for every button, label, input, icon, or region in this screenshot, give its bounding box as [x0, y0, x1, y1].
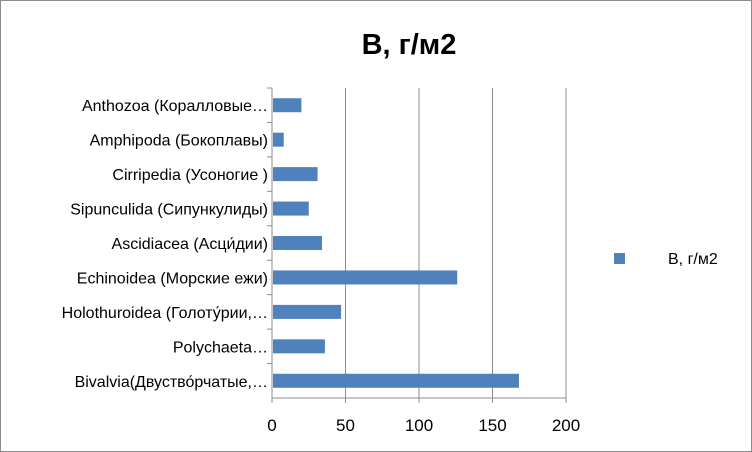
- tick-label: 50: [336, 416, 355, 435]
- legend-label: B, г/м2: [668, 251, 718, 268]
- bar: [273, 201, 309, 216]
- category-label: Sipunculida (Сипункулиды): [70, 202, 268, 219]
- category-label: Anthozoa (Коралловые…: [82, 98, 268, 115]
- gridlines: [345, 88, 567, 398]
- bar: [273, 304, 342, 319]
- bar: [273, 373, 519, 388]
- tick-label: 150: [478, 416, 506, 435]
- category-label: Amphipoda (Бокоплавы): [90, 133, 268, 150]
- legend: B, г/м2: [614, 251, 718, 268]
- bar: [273, 339, 325, 354]
- chart-title: B, г/м2: [362, 29, 457, 61]
- bar: [273, 132, 284, 147]
- tick-label: 100: [405, 416, 433, 435]
- category-label: Ascidiacea (Асци́дии): [112, 236, 268, 253]
- category-label: Polychaeta…: [173, 339, 268, 356]
- legend-swatch: [614, 253, 625, 264]
- category-labels: Bivalvia(Двуство́рчатые,… Polychaeta… Holo…: [62, 98, 268, 391]
- tick-label: 0: [267, 416, 276, 435]
- category-label: Bivalvia(Двуство́рчатые,…: [75, 373, 268, 390]
- tick-labels: 0 50 100 150 200: [267, 416, 580, 435]
- tick-label: 200: [552, 416, 580, 435]
- bars: [273, 98, 519, 388]
- axes: [267, 87, 567, 403]
- category-label: Holothuroidea (Голоту́рии,…: [62, 305, 268, 322]
- bar: [273, 236, 322, 250]
- category-label: Cirripedia (Усоногие ): [112, 167, 268, 184]
- category-label: Echinoidea (Морские ежи): [77, 270, 268, 287]
- bar: [273, 98, 302, 113]
- bar: [273, 167, 318, 182]
- bar: [273, 270, 458, 285]
